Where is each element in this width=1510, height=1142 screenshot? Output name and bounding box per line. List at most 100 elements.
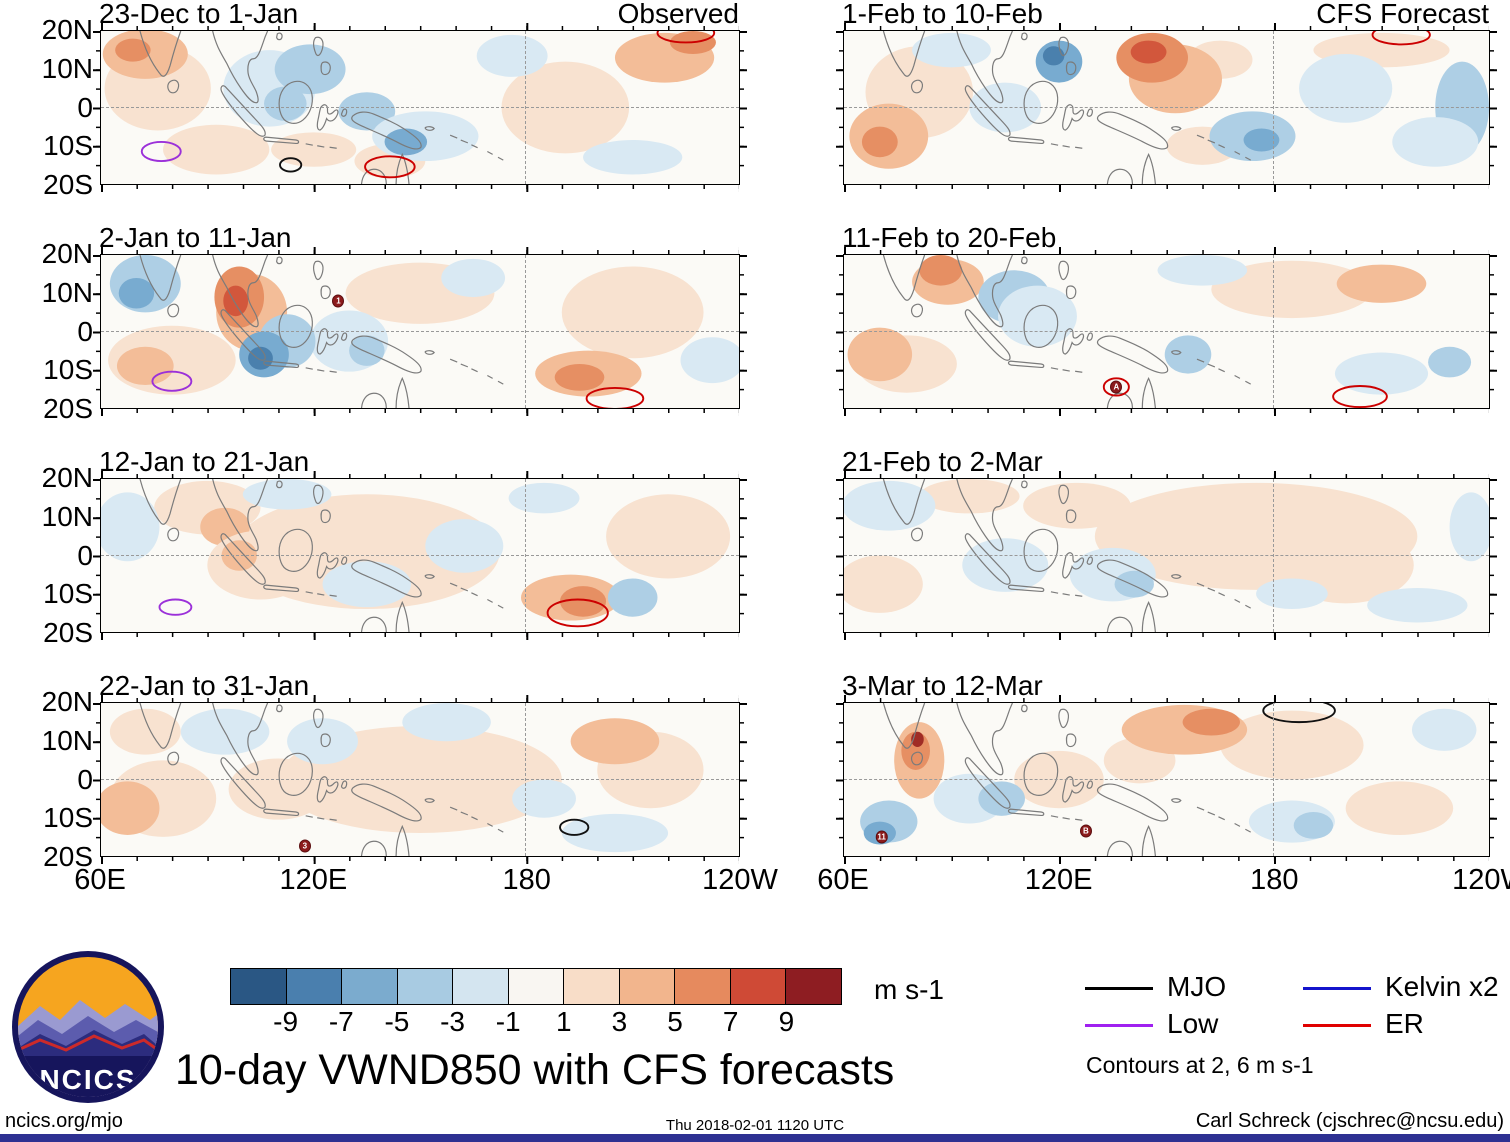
anomaly-shading: [861, 126, 898, 158]
anomaly-map: [101, 255, 739, 408]
coastline: [341, 781, 346, 788]
coastline: [1059, 37, 1068, 55]
coastline: [1197, 135, 1225, 147]
map-panel: 11-Feb to 20-Feb A: [836, 222, 1497, 416]
anomaly-shading: [1182, 708, 1240, 736]
anomaly-shading: [560, 586, 607, 617]
anomaly-shading: [512, 779, 576, 818]
anomaly-shading: [163, 124, 270, 175]
anomaly-shading: [1014, 750, 1104, 809]
figure-title: 10-day VWND850 with CFS forecasts: [175, 1046, 895, 1094]
map-panel: 2-Jan to 11-Jan 1: [93, 222, 747, 416]
dateline-gridline: [1273, 31, 1274, 184]
anomaly-shading: [1220, 710, 1364, 780]
colorbar-cell: [618, 969, 675, 1004]
y-axis-label: 0: [77, 315, 93, 347]
y-axis-label: 10S: [43, 130, 93, 162]
coastline: [487, 375, 503, 384]
dateline-gridline: [525, 255, 527, 408]
dateline-gridline: [525, 703, 527, 856]
coastline: [912, 304, 923, 317]
anomaly-shading: [1293, 812, 1334, 839]
equator-gridline: [101, 330, 739, 332]
dateline-gridline: [525, 31, 527, 184]
coastline: [883, 703, 924, 748]
legend-line: [1085, 986, 1153, 990]
black-wave-contour: [560, 820, 588, 835]
coastline: [279, 305, 312, 347]
coastline: [1172, 575, 1181, 579]
coastline: [1059, 709, 1068, 727]
axis-ticks: [96, 31, 101, 184]
coastline: [1107, 617, 1132, 632]
anomaly-shading: [998, 285, 1077, 347]
y-axis-label: 20N: [41, 14, 93, 45]
colorbar-tick-label: 7: [722, 1006, 739, 1037]
y-axis-label: 20N: [41, 462, 93, 493]
anomaly-shading: [221, 540, 257, 571]
colorbar-tick-label: -3: [440, 1006, 465, 1037]
logo-river-line: [18, 1034, 158, 1052]
coastline: [1142, 378, 1155, 408]
anomaly-shading: [402, 703, 491, 742]
footer-timestamp: Thu 2018-02-01 1120 UTC: [665, 1117, 845, 1134]
y-axis-label: 0: [77, 763, 93, 795]
contour-note: Contours at 2, 6 m s-1: [1086, 1052, 1314, 1078]
anomaly-shading: [1336, 264, 1427, 303]
anomaly-shading: [1428, 346, 1472, 378]
axis-ticks: [739, 703, 744, 856]
coastline: [957, 255, 1013, 327]
anomaly-shading: [919, 479, 1020, 514]
anomaly-shading: [1211, 260, 1373, 319]
axis-ticks: [1489, 31, 1494, 184]
coastline: [140, 479, 181, 524]
axis-ticks: [839, 255, 844, 408]
colorbar-tick-label: -7: [328, 1006, 354, 1037]
coastline: [314, 37, 323, 55]
coastline: [1087, 109, 1092, 116]
coastline: [140, 31, 181, 76]
coastline: [317, 105, 338, 130]
anomaly-shading: [101, 781, 160, 835]
coastline: [306, 144, 337, 148]
anomaly-shading: [561, 266, 704, 359]
coastline: [362, 841, 387, 856]
anomaly-shading: [570, 718, 660, 765]
anomaly-shading: [978, 781, 1025, 816]
coastline: [1022, 481, 1027, 487]
equator-gridline: [844, 106, 1489, 108]
axis-ticks: [101, 856, 739, 861]
coastline: [314, 485, 323, 503]
coastline: [957, 479, 1013, 551]
colorbar-cell: [785, 969, 842, 1004]
dateline-gridline: [1273, 479, 1274, 632]
coastline: [264, 585, 299, 591]
equator-gridline: [101, 778, 739, 780]
equator-gridline: [844, 554, 1489, 556]
coastline: [221, 534, 265, 584]
colorbar-tick-label: 9: [778, 1006, 795, 1037]
anomaly-shading: [1392, 117, 1479, 167]
coastline: [425, 575, 434, 579]
anomaly-shading: [118, 277, 155, 309]
anomaly-shading: [271, 132, 357, 167]
anomaly-map: [101, 479, 739, 632]
coastline: [1051, 368, 1082, 372]
coastline: [140, 255, 181, 300]
coastline: [314, 709, 323, 727]
axis-ticks: [101, 632, 739, 637]
axis-ticks: [844, 632, 1489, 637]
colorbar-tick-label: -9: [273, 1006, 299, 1037]
coastline: [1107, 169, 1132, 184]
y-axis-label: 10S: [43, 578, 93, 610]
coastline: [1172, 351, 1181, 355]
coastline: [1066, 510, 1075, 523]
axis-ticks: [96, 255, 101, 408]
axis-ticks: [844, 474, 1489, 479]
coastline: [1024, 529, 1058, 571]
coastline: [264, 361, 299, 367]
anomaly-shading: [322, 561, 412, 608]
coastline: [1235, 599, 1251, 608]
axis-ticks: [844, 250, 1489, 255]
coastline: [277, 705, 282, 711]
